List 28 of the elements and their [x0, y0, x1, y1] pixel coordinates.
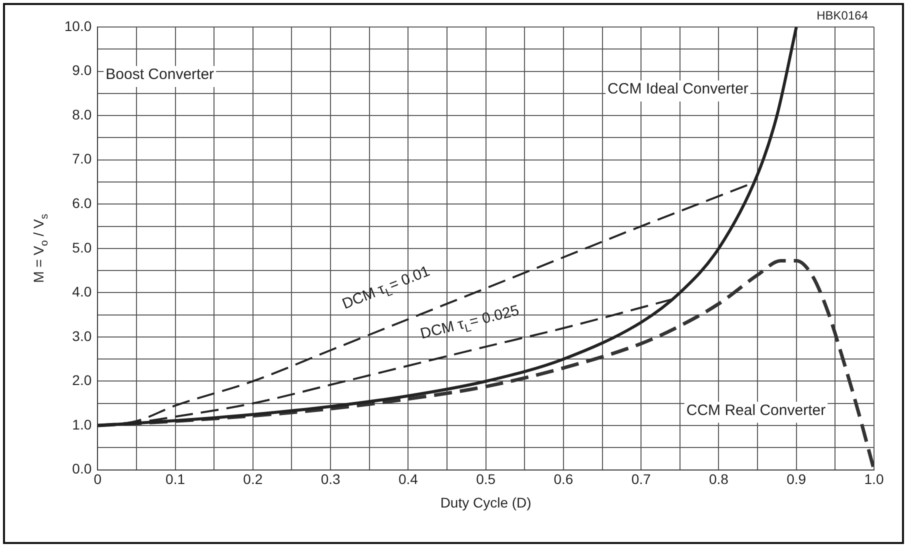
- x-tick-label: 0.8: [708, 471, 729, 488]
- y-tick-label: 0.0: [72, 460, 92, 477]
- x-tick-label: 0.6: [554, 471, 574, 488]
- y-tick-label: 6.0: [72, 194, 92, 211]
- text: Boost Converter: [106, 66, 214, 84]
- x-tick-label: 0.7: [631, 471, 652, 488]
- series-label: CCM Real Converter: [686, 402, 826, 419]
- x-tick-label: 0.2: [243, 471, 263, 488]
- x-tick-label: 0.1: [166, 471, 186, 488]
- x-tick-label: 0.9: [786, 471, 806, 488]
- text: CCM Ideal Converter: [608, 80, 748, 98]
- y-tick-label: 3.0: [72, 328, 92, 344]
- y-axis-title: M = Vo / Vs: [30, 214, 50, 283]
- x-axis-title: Duty Cycle (D): [440, 494, 532, 511]
- y-tick-label: 2.0: [72, 372, 92, 388]
- text: HBK0164: [816, 8, 868, 22]
- x-tick-label: 0: [94, 471, 102, 488]
- x-tick-label: 0.5: [476, 471, 496, 488]
- y-tick-label: 8.0: [72, 106, 92, 122]
- y-tick-label: 4.0: [72, 284, 92, 300]
- y-tick-label: 9.0: [72, 62, 92, 78]
- y-tick-label: 7.0: [72, 150, 92, 167]
- y-tick-label: 5.0: [72, 239, 92, 256]
- x-tick-label: 1.0: [864, 471, 884, 488]
- y-tick-label: 1.0: [72, 416, 92, 432]
- x-tick-label: 0.4: [398, 471, 418, 488]
- x-tick-label: 0.3: [320, 471, 340, 488]
- y-tick-label: 10.0: [64, 18, 92, 34]
